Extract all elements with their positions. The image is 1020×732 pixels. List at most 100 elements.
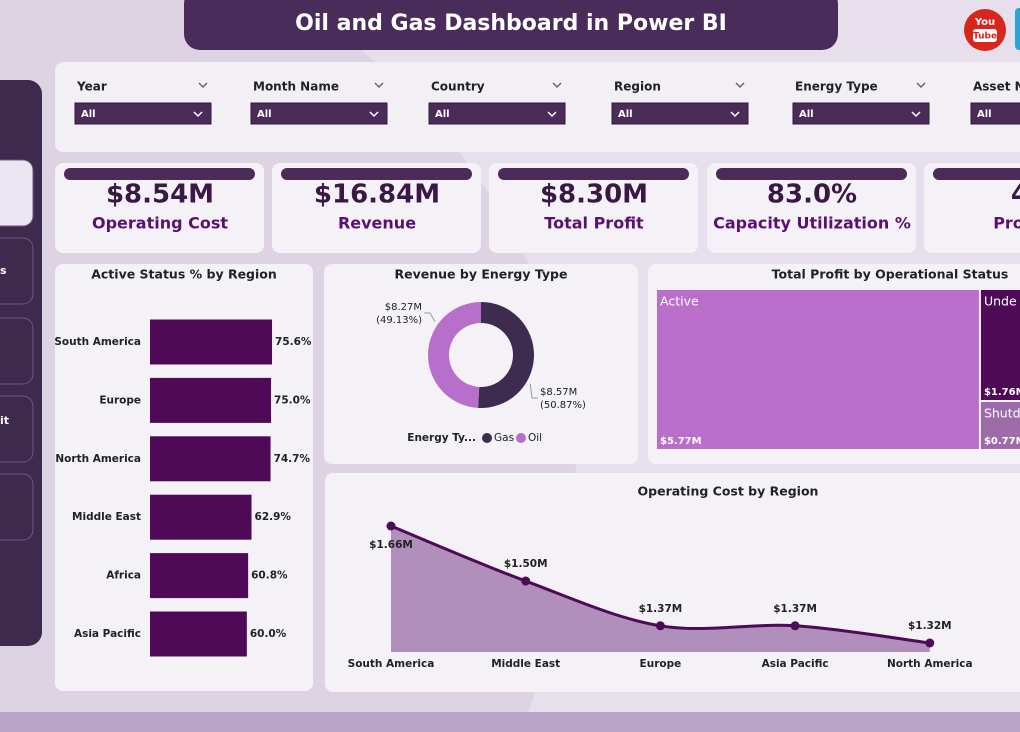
chart-title: Active Status % by Region <box>91 267 277 282</box>
filter-value: All <box>435 109 450 120</box>
data-label: $0.77M <box>984 436 1020 447</box>
data-label: 74.7% <box>274 453 311 465</box>
data-label: $8.27M <box>385 302 422 313</box>
bar <box>150 553 249 599</box>
leader-line <box>424 312 436 322</box>
treemap-cell <box>978 400 1020 451</box>
pie-slice <box>478 302 535 409</box>
link-icon[interactable] <box>1015 8 1020 50</box>
y-tick-label: Asia Pacific <box>74 628 141 640</box>
chevron <box>369 111 379 118</box>
data-label: $1.76M <box>984 387 1020 398</box>
kpi-card <box>55 163 264 253</box>
point <box>386 521 396 531</box>
nav-button[interactable] <box>0 473 34 541</box>
bar <box>150 436 271 482</box>
chevron <box>911 111 921 118</box>
filter-dropdown[interactable] <box>970 102 1020 125</box>
kpi-value: 49 <box>1011 180 1020 210</box>
youtube-text: You <box>974 17 995 28</box>
nav-button[interactable] <box>0 237 34 305</box>
filter-dropdown[interactable] <box>792 102 930 125</box>
data-label: 60.8% <box>251 570 288 582</box>
treemap-cell <box>655 288 981 451</box>
legend-swatch <box>516 433 526 443</box>
nav-label: it <box>0 414 9 427</box>
kpi-card <box>489 163 698 253</box>
data-label: 62.9% <box>255 511 292 523</box>
point <box>521 576 531 586</box>
filter-label: Region <box>614 80 661 94</box>
nav-button[interactable] <box>0 159 34 227</box>
x-tick-label: Middle East <box>491 658 560 670</box>
kpi-tab <box>498 168 689 180</box>
y-tick-label: Europe <box>99 394 141 406</box>
chart-card <box>324 264 638 464</box>
y-tick-label: South America <box>54 336 141 348</box>
kpi-tab <box>281 168 472 180</box>
filter-value: All <box>618 109 633 120</box>
data-label: $1.66M <box>369 539 413 551</box>
kpi-card <box>707 163 916 253</box>
kpi-label: Profit M <box>993 214 1020 233</box>
kpi-value: $16.84M <box>314 180 440 210</box>
point <box>655 621 665 631</box>
kpi-card <box>272 163 481 253</box>
filter-label: Year <box>76 80 107 94</box>
filter-dropdown[interactable] <box>611 102 749 125</box>
data-label: 60.0% <box>250 628 287 640</box>
treemap-label: Shutd <box>984 406 1020 421</box>
nav-button[interactable] <box>0 395 34 463</box>
legend-swatch <box>482 433 492 443</box>
kpi-tab <box>716 168 907 180</box>
nav-label: s <box>0 264 7 277</box>
data-label: $1.32M <box>908 620 952 632</box>
data-label: $1.37M <box>639 603 683 615</box>
treemap-cell <box>978 288 1020 402</box>
data-label: 75.6% <box>275 336 312 348</box>
bar <box>150 611 247 657</box>
area <box>391 526 930 652</box>
chevron <box>730 111 740 118</box>
y-tick-label: Africa <box>106 570 141 582</box>
kpi-value: $8.54M <box>106 180 214 210</box>
data-label: $5.77M <box>660 436 702 447</box>
nav-button[interactable] <box>0 317 34 385</box>
header-bar <box>184 0 838 50</box>
bar <box>150 494 252 540</box>
kpi-label: Capacity Utilization % <box>713 214 911 233</box>
filter-label: Country <box>431 80 485 94</box>
data-label: $1.37M <box>773 603 817 615</box>
y-tick-label: Middle East <box>72 511 141 523</box>
chevron <box>193 111 203 118</box>
chevron <box>198 82 208 89</box>
filter-value: All <box>81 109 96 120</box>
x-tick-label: Europe <box>640 658 682 670</box>
kpi-value: 83.0% <box>767 180 857 210</box>
kpi-tab <box>64 168 255 180</box>
youtube-box <box>973 29 997 42</box>
header-title: Oil and Gas Dashboard in Power BI <box>295 11 727 36</box>
chevron <box>547 111 557 118</box>
filter-dropdown[interactable] <box>74 102 212 125</box>
chevron <box>916 82 926 89</box>
chart-title: Revenue by Energy Type <box>395 267 568 282</box>
data-label: 75.0% <box>274 394 311 406</box>
chart-title: Total Profit by Operational Status <box>772 267 1009 282</box>
legend-title: Energy Ty... <box>407 432 476 444</box>
chevron <box>735 82 745 89</box>
filter-dropdown[interactable] <box>250 102 388 125</box>
kpi-label: Operating Cost <box>92 214 228 233</box>
filter-label: Asset Na <box>973 80 1020 94</box>
leader-line <box>529 383 538 399</box>
chart-title: Operating Cost by Region <box>638 484 819 499</box>
y-tick-label: North America <box>55 453 141 465</box>
data-label: (49.13%) <box>376 315 422 326</box>
bottom-band <box>0 712 1020 732</box>
filter-dropdown[interactable] <box>428 102 566 125</box>
kpi-tab <box>933 168 1020 180</box>
data-label: $1.50M <box>504 558 548 570</box>
filter-value: All <box>257 109 272 120</box>
